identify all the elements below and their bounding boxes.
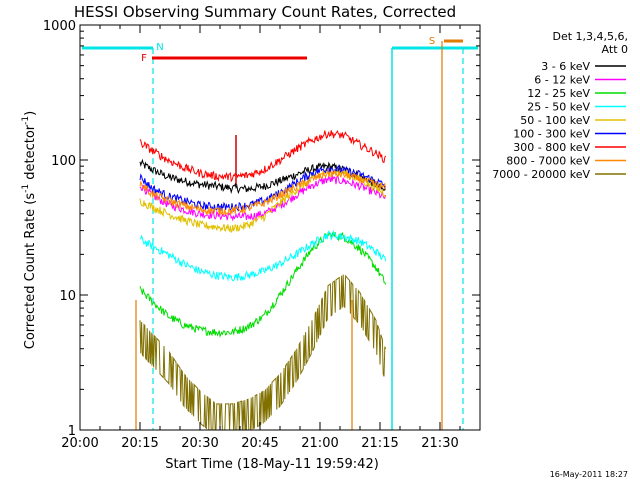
x-tick-label: 20:00 [61, 436, 98, 451]
x-tick-label: 20:30 [181, 436, 218, 451]
series-line-8 [139, 274, 387, 431]
y-tick-label: 1000 [43, 19, 76, 34]
legend-label: 7000 - 20000 keV [492, 168, 590, 181]
series-line-6 [139, 130, 387, 183]
y-axis-label-sup2: -1 [21, 116, 31, 125]
series-line-2 [139, 231, 387, 338]
y-axis-label-mid: detector [23, 124, 38, 184]
legend-label: 100 - 300 keV [513, 128, 590, 141]
y-tick-label: 1 [68, 424, 76, 439]
chart-title: HESSI Observing Summary Count Rates, Cor… [74, 3, 456, 21]
plot-frame [79, 24, 481, 431]
x-tick-label: 20:45 [241, 436, 278, 451]
y-axis-label-end: ) [23, 111, 38, 116]
y-tick-label: 10 [59, 289, 76, 304]
x-tick-label: 20:15 [121, 436, 158, 451]
x-tick-label: 21:00 [301, 436, 338, 451]
legend-label: 800 - 7000 keV [506, 155, 590, 168]
axes-layer: 20:00 20:15 20:30 20:45 21:00 21:15 21:30 1 10 10… [43, 19, 481, 451]
series-line-4 [139, 168, 387, 234]
footer-date: 16-May-2011 18:27 [550, 470, 628, 479]
x-axis-label: Start Time (18-May-11 19:59:42) [165, 457, 379, 472]
legend-title-line1: Det 1,3,4,5,6, [552, 30, 628, 43]
series-line-7 [139, 169, 387, 216]
y-axis-label-sup1: -1 [21, 184, 31, 193]
y-axis-label: Corrected Count Rate (s-1 detector-1) [21, 111, 38, 349]
series-line-3 [139, 229, 387, 282]
legend-label: 300 - 800 keV [513, 141, 590, 154]
legend-label: 6 - 12 keV [534, 74, 590, 87]
flag-label-s: S [429, 36, 435, 47]
y-axis-label-main: Corrected Count Rate (s [23, 193, 38, 350]
legend-title-line2: Att 0 [602, 43, 628, 56]
legend-label: 12 - 25 keV [527, 87, 590, 100]
legend-label: 25 - 50 keV [527, 101, 590, 114]
x-tick-label: 21:15 [361, 436, 398, 451]
legend-label: 3 - 6 keV [541, 60, 590, 73]
series-layer [139, 130, 387, 431]
flag-layer: NF S [82, 36, 478, 430]
x-tick-label: 21:30 [421, 436, 458, 451]
legend-label: 50 - 100 keV [520, 114, 590, 127]
y-tick-label: 100 [51, 154, 76, 169]
flag-label-f: F [141, 53, 147, 64]
flag-label-n: N [156, 42, 163, 53]
